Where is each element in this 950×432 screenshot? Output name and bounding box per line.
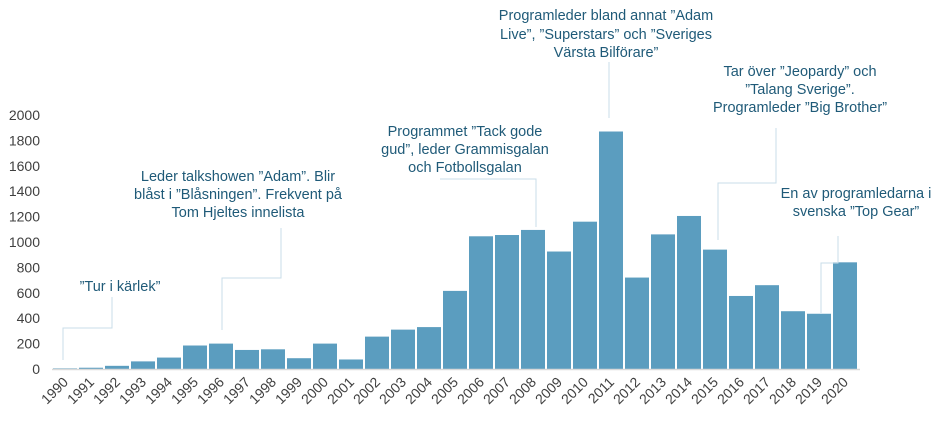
annotation-text: gud”, leder Grammisgalan	[381, 142, 549, 158]
y-tick-label: 1200	[9, 209, 40, 225]
y-tick-label: 2000	[9, 107, 40, 123]
x-tick-label: 1994	[142, 374, 175, 407]
x-tick-label: 1997	[220, 374, 253, 407]
bar-2018	[781, 311, 805, 369]
bar-2001	[339, 359, 363, 369]
x-tick-label: 2018	[766, 374, 799, 407]
bar-1991	[79, 367, 103, 369]
annotation-text: Programleder bland annat ”Adam	[499, 8, 713, 24]
x-tick-label: 2002	[350, 374, 383, 407]
x-tick-label: 2013	[636, 374, 669, 407]
x-tick-label: 2006	[454, 374, 487, 407]
bar-1992	[105, 365, 129, 369]
bar-2002	[365, 336, 389, 369]
bar-1997	[235, 349, 259, 369]
x-tick-label: 1993	[116, 374, 149, 407]
bar-2007	[495, 235, 519, 369]
bar-2012	[625, 277, 649, 369]
bar-2004	[417, 327, 441, 369]
x-tick-label: 2004	[402, 374, 435, 407]
y-tick-label: 0	[32, 361, 40, 377]
x-tick-label: 2008	[506, 374, 539, 407]
x-tick-label: 2017	[740, 374, 773, 407]
annotation-text: Leder talkshowen ”Adam”. Blir	[141, 169, 335, 185]
x-tick-label: 2020	[818, 374, 851, 407]
x-tick-label: 2007	[480, 374, 513, 407]
annotation-text: Programleder ”Big Brother”	[713, 100, 887, 116]
x-tick-label: 2010	[558, 374, 591, 407]
annotation-text: och Fotbollsgalan	[408, 160, 522, 176]
annotation-text: Live”, ”Superstars” och ”Sveriges	[500, 27, 712, 43]
x-tick-label: 1999	[272, 374, 305, 407]
bar-2011	[599, 131, 623, 369]
bar-2005	[443, 290, 467, 369]
y-tick-label: 1400	[9, 183, 40, 199]
annotation-text: Tom Hjeltes innelista	[172, 205, 306, 221]
bar-2008	[521, 229, 545, 369]
y-tick-label: 1600	[9, 158, 40, 174]
bar-2013	[651, 234, 675, 369]
bar-2000	[313, 343, 337, 369]
x-tick-label: 2016	[714, 374, 747, 407]
x-tick-label: 2009	[532, 374, 565, 407]
annotation-leader-line	[62, 297, 113, 360]
bar-2009	[547, 251, 571, 369]
x-tick-label: 1995	[168, 374, 201, 407]
bar-1994	[157, 357, 181, 369]
bar-2019	[807, 313, 831, 369]
y-tick-label: 800	[17, 259, 41, 275]
annotation-text: svenska ”Top Gear”	[793, 204, 920, 220]
annotation-leader-line	[717, 128, 777, 240]
x-tick-label: 2011	[585, 374, 618, 407]
annotation-text: blåst i ”Blåsningen”. Frekvent på	[134, 187, 343, 203]
bar-2015	[703, 249, 727, 369]
annotation-text: Programmet ”Tack gode	[388, 124, 543, 140]
annotation-text: ”Talang Sverige”.	[745, 82, 855, 98]
x-tick-label: 1996	[194, 374, 227, 407]
y-tick-label: 400	[17, 310, 41, 326]
annotation-text: Tar över ”Jeopardy” och	[723, 64, 876, 80]
x-tick-label: 2015	[688, 374, 721, 407]
bar-2003	[391, 329, 415, 369]
bar-1996	[209, 343, 233, 369]
bar-2016	[729, 295, 753, 369]
y-tick-label: 200	[17, 336, 41, 352]
bar-1999	[287, 358, 311, 369]
annotation-leader-line	[221, 228, 282, 330]
x-tick-label: 1991	[64, 374, 97, 407]
annotation-leader-line	[440, 178, 537, 227]
y-tick-label: 600	[17, 285, 41, 301]
bar-1990	[53, 368, 77, 369]
bar-1998	[261, 349, 285, 369]
annotation-leader-line	[820, 236, 839, 313]
x-tick-label: 2000	[298, 374, 331, 407]
bar-2020	[833, 262, 857, 369]
annotation-text: Värsta Bilförare”	[554, 45, 659, 61]
bar-2014	[677, 215, 701, 369]
x-tick-label: 2012	[610, 374, 643, 407]
y-tick-label: 1800	[9, 132, 40, 148]
bar-2010	[573, 221, 597, 369]
bar-1995	[183, 345, 207, 369]
bar-2017	[755, 285, 779, 369]
bar-2006	[469, 236, 493, 369]
x-tick-label: 2005	[428, 374, 461, 407]
x-tick-label: 2003	[376, 374, 409, 407]
bar-1993	[131, 361, 155, 369]
y-tick-label: 1000	[9, 234, 40, 250]
x-tick-label: 1990	[38, 374, 71, 407]
x-tick-label: 2019	[792, 374, 825, 407]
x-tick-label: 2001	[324, 374, 357, 407]
annotation-text: En av programledarna i	[781, 186, 932, 202]
x-tick-label: 1992	[90, 374, 123, 407]
x-tick-label: 1998	[246, 374, 279, 407]
annotation-text: ”Tur i kärlek”	[80, 279, 161, 295]
x-tick-label: 2014	[662, 374, 695, 407]
